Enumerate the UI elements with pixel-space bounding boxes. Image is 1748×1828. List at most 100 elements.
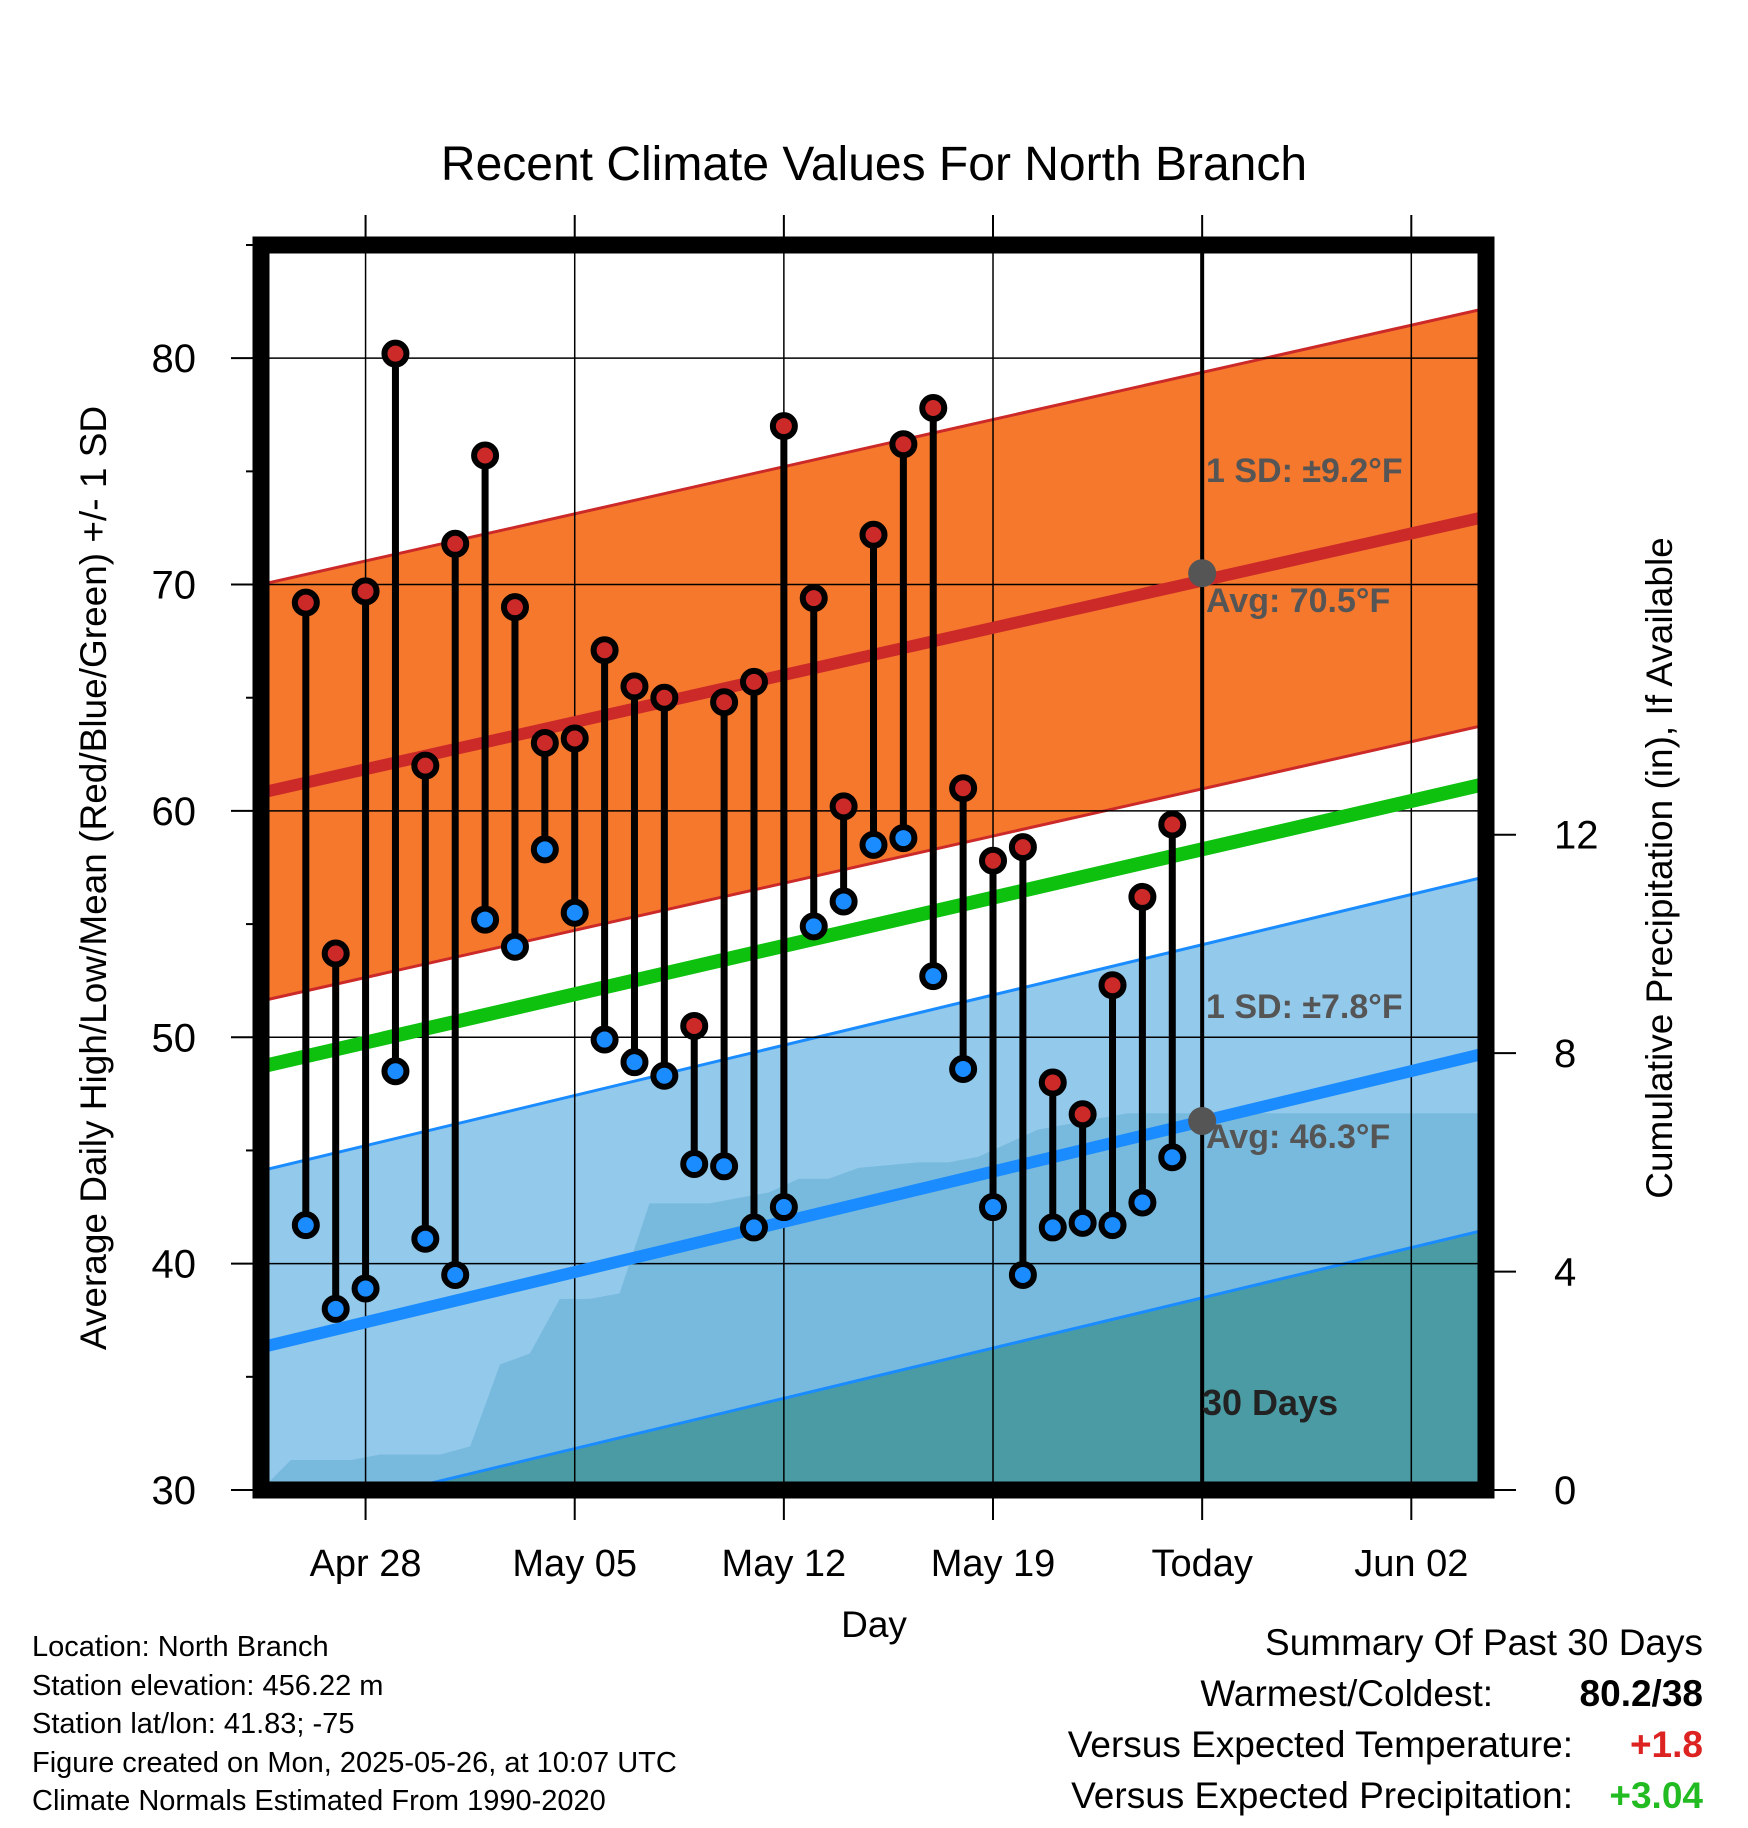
daily-low-point — [1008, 1260, 1037, 1289]
daily-high-point — [1068, 1100, 1097, 1129]
daily-high-point — [949, 774, 978, 803]
daily-low-point — [1098, 1211, 1127, 1240]
daily-low-point — [919, 962, 948, 991]
daily-low-point — [1158, 1143, 1187, 1172]
daily-high-point — [560, 724, 589, 753]
daily-low-point — [710, 1152, 739, 1181]
daily-high-point — [1008, 833, 1037, 862]
daily-high-point — [829, 792, 858, 821]
warmest-label: Warmest/Coldest: — [1200, 1673, 1493, 1714]
normals-text: Climate Normals Estimated From 1990-2020 — [32, 1785, 606, 1817]
daily-low-point — [471, 905, 500, 934]
daily-high-point — [919, 393, 948, 422]
daily-low-point — [321, 1294, 350, 1323]
daily-low-point — [500, 932, 529, 961]
y2-axis-label: Cumulative Precipitation (in), If Availa… — [1639, 537, 1680, 1199]
mean-normal-line — [261, 776, 1486, 1074]
daily-low-point — [441, 1260, 470, 1289]
daily-low-point — [381, 1057, 410, 1086]
daily-high-point — [441, 529, 470, 558]
grid-layer — [261, 245, 1486, 1490]
daily-low-point — [1068, 1208, 1097, 1237]
low-avg-label: Avg: 46.3°F — [1206, 1118, 1390, 1156]
y-tick-label: 70 — [152, 564, 197, 608]
daily-low-point — [680, 1150, 709, 1179]
daily-high-point — [620, 672, 649, 701]
daily-high-point — [769, 412, 798, 441]
daily-low-point — [979, 1193, 1008, 1222]
daily-high-point — [291, 588, 320, 617]
daily-low-point — [859, 830, 888, 859]
daily-low-point — [739, 1213, 768, 1242]
daily-high-point — [1128, 882, 1157, 911]
daily-low-point — [889, 824, 918, 853]
x-tick-label: Apr 28 — [310, 1543, 422, 1585]
daily-low-point — [351, 1274, 380, 1303]
summary-title: Summary Of Past 30 Days — [1265, 1622, 1703, 1663]
daily-low-point — [291, 1211, 320, 1240]
daily-high-point — [411, 751, 440, 780]
x-axis-label: Day — [841, 1604, 907, 1645]
daily-low-point — [829, 887, 858, 916]
daily-low-point — [560, 898, 589, 927]
today-line-layer — [1188, 245, 1217, 1490]
y-tick-label: 80 — [152, 337, 197, 381]
daily-high-point — [739, 667, 768, 696]
daily-high-point — [979, 846, 1008, 875]
y-tick-label: 50 — [152, 1016, 197, 1060]
latlon-text: Station lat/lon: 41.83; -75 — [32, 1708, 355, 1740]
daily-high-point — [471, 441, 500, 470]
low-band-upper-edge — [261, 875, 1486, 1173]
daily-low-point — [650, 1061, 679, 1090]
daily-high-point — [710, 688, 739, 717]
precip-value: +3.04 — [1609, 1775, 1703, 1816]
daily-high-point — [1158, 810, 1187, 839]
y-axis-label: Average Daily High/Low/Mean (Red/Blue/Gr… — [73, 406, 114, 1350]
x-tick-label: May 12 — [722, 1543, 847, 1585]
low-sd-band — [261, 876, 1486, 1490]
today-high-normal-marker — [1188, 559, 1217, 588]
x-tick-label: May 05 — [512, 1543, 637, 1585]
high-sd-label: 1 SD: ±9.2°F — [1206, 452, 1403, 490]
today-low-normal-marker — [1188, 1107, 1217, 1136]
daily-high-point — [590, 636, 619, 665]
y-tick-label: 30 — [152, 1469, 197, 1513]
daily-low-point — [949, 1054, 978, 1083]
daily-low-point — [1128, 1188, 1157, 1217]
daily-low-point — [530, 835, 559, 864]
created-text: Figure created on Mon, 2025-05-26, at 10… — [32, 1746, 677, 1779]
daily-high-point — [1098, 971, 1127, 1000]
low-band-lower-edge — [395, 1228, 1486, 1490]
daily-low-point — [769, 1193, 798, 1222]
station-info: Location: North Branch Station elevation… — [32, 1628, 677, 1821]
temp-value: +1.8 — [1629, 1724, 1703, 1765]
x-tick-label: Today — [1151, 1543, 1252, 1585]
today-days-label: 30 Days — [1202, 1382, 1338, 1423]
y2-tick-label: 8 — [1554, 1032, 1576, 1076]
axes-layer: 30 40 50 60 70 80 0 4 8 12 Apr 28 May 05 May 12 May 1… — [152, 215, 1599, 1585]
observation-layer — [291, 339, 1187, 1323]
x-tick-label: Jun 02 — [1354, 1543, 1468, 1585]
daily-high-point — [321, 939, 350, 968]
temp-label: Versus Expected Temperature: — [1067, 1724, 1573, 1765]
daily-low-point — [411, 1224, 440, 1253]
annotation-layer: 1 SD: ±9.2°F Avg: 70.5°F 1 SD: ±7.8°F Av… — [1202, 452, 1403, 1423]
summary-row-warmest: Warmest/Coldest: 80.2/38 — [1068, 1673, 1703, 1724]
daily-low-point — [590, 1025, 619, 1054]
low-sd-label: 1 SD: ±7.8°F — [1206, 988, 1403, 1026]
daily-high-point — [500, 593, 529, 622]
plot-area — [261, 245, 1486, 1490]
warmest-value: 80.2/38 — [1579, 1673, 1703, 1714]
summary-panel: Summary Of Past 30 Days Warmest/Coldest:… — [1068, 1622, 1703, 1826]
y2-tick-label: 4 — [1554, 1251, 1576, 1295]
summary-row-temp: Versus Expected Temperature: +1.8 — [1068, 1724, 1703, 1775]
daily-low-point — [1038, 1213, 1067, 1242]
chart-title: Recent Climate Values For North Branch — [441, 138, 1307, 191]
daily-high-point — [680, 1011, 709, 1040]
daily-low-point — [799, 912, 828, 941]
y2-tick-label: 0 — [1554, 1469, 1576, 1513]
high-band-lower-edge — [261, 723, 1486, 1003]
daily-high-point — [530, 729, 559, 757]
y-tick-label: 40 — [152, 1243, 197, 1287]
